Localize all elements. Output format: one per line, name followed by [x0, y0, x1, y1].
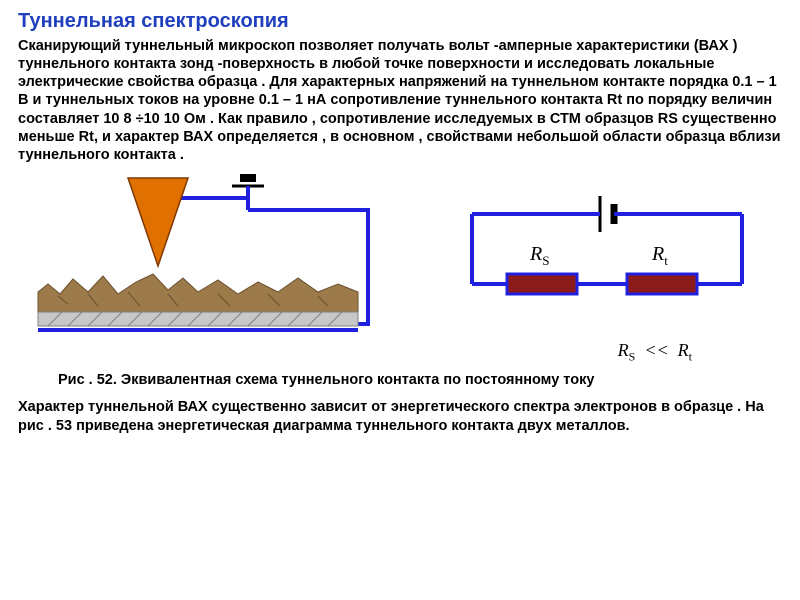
paragraph-2: Характер туннельной ВАХ существенно зави…: [18, 398, 782, 434]
stm-schematic: [18, 174, 388, 344]
equivalent-circuit: RS Rt: [452, 174, 762, 344]
label-rt: Rt: [651, 243, 668, 268]
figure-row: RS Rt: [18, 174, 782, 344]
probe-tip-icon: [128, 178, 188, 266]
sample-surface-icon: [38, 274, 358, 312]
resistor-rs-icon: [507, 274, 577, 294]
resistor-rt-icon: [627, 274, 697, 294]
paragraph-1: Сканирующий туннельный микроскоп позволя…: [18, 37, 782, 164]
page-title: Туннельная спектроскопия: [18, 10, 782, 33]
figure-caption: Рис . 52. Эквивалентная схема туннельног…: [58, 372, 782, 388]
label-rs: RS: [529, 243, 549, 268]
